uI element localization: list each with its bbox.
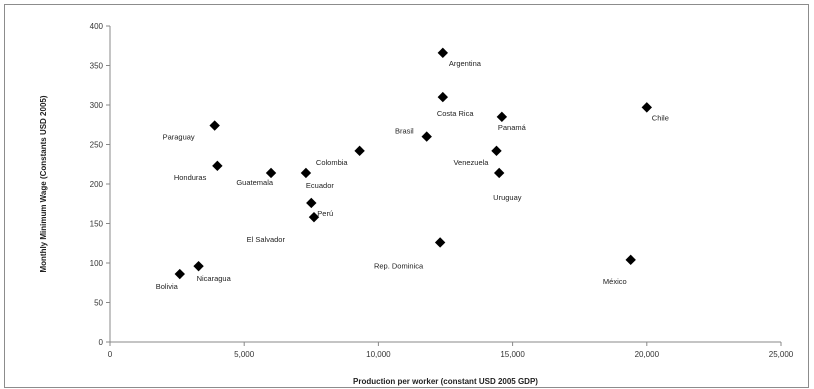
x-axis-label: Production per worker (constant USD 2005… xyxy=(353,377,538,386)
data-point-label: Perú xyxy=(317,209,333,218)
data-point-label: Brasil xyxy=(395,127,414,136)
x-tick-label: 20,000 xyxy=(635,350,660,359)
data-point-marker xyxy=(491,145,502,157)
y-tick-label: 200 xyxy=(90,180,104,189)
data-point-marker xyxy=(193,260,204,272)
data-point-marker xyxy=(434,237,446,248)
data-point-marker xyxy=(300,167,312,179)
data-point-marker xyxy=(641,102,652,113)
y-tick-label: 250 xyxy=(90,141,104,150)
x-tick-label: 10,000 xyxy=(366,350,391,359)
x-tick-label: 25,000 xyxy=(769,350,794,359)
data-point-label: Uruguay xyxy=(493,193,522,202)
data-point-label: México xyxy=(603,277,627,286)
y-tick-label: 50 xyxy=(94,299,103,308)
data-point-marker xyxy=(493,167,505,179)
data-point-label: Venezuela xyxy=(453,158,489,167)
axes: 0 50 100 150 200 250 300 350 400 0 5,000 10,000 15,0… xyxy=(90,22,794,359)
data-point-marker xyxy=(496,111,508,123)
data-point-label: Panamá xyxy=(498,123,527,132)
data-point-label: Paraguay xyxy=(163,133,195,142)
data-point-label: Guatemala xyxy=(236,178,274,187)
data-point-marker xyxy=(174,268,185,280)
x-tick-label: 5,000 xyxy=(234,350,255,359)
data-point-marker xyxy=(625,254,636,266)
data-point-label: El Salvador xyxy=(247,235,286,244)
data-point-marker xyxy=(209,120,220,131)
data-point-label: Honduras xyxy=(174,173,207,182)
data-point-marker xyxy=(212,160,223,172)
data-point-marker xyxy=(437,47,449,59)
y-tick-label: 300 xyxy=(90,101,104,110)
data-point-marker xyxy=(354,145,365,157)
y-tick-label: 0 xyxy=(99,338,104,347)
data-point-marker xyxy=(308,211,320,223)
data-point-label: Ecuador xyxy=(306,181,334,190)
y-tick-label: 400 xyxy=(90,22,104,31)
x-tick-label: 15,000 xyxy=(500,350,525,359)
data-point-marker xyxy=(265,167,277,179)
data-point-label: Bolivia xyxy=(156,282,179,291)
chart-frame xyxy=(4,4,809,388)
data-point-label: Chile xyxy=(652,113,669,122)
data-point-label: Costa Rica xyxy=(437,109,475,118)
data-point-marker xyxy=(306,197,317,209)
data-point-label: Rep. Dominica xyxy=(374,261,424,270)
data-point-label: Nicaragua xyxy=(197,274,232,283)
data-point-label: Colombia xyxy=(316,158,349,167)
y-tick-label: 100 xyxy=(90,259,104,268)
x-tick-label: 0 xyxy=(108,350,113,359)
data-point-marker xyxy=(421,131,432,142)
data-point-label: Argentina xyxy=(449,59,482,68)
y-tick-label: 150 xyxy=(90,220,104,229)
y-tick-label: 350 xyxy=(90,62,104,71)
data-points: Argentina Costa Rica Chile Panamá Paraguay Br… xyxy=(156,47,669,291)
data-point-marker xyxy=(437,91,449,103)
y-axis-label: Monthly Minimum Wage (Constants USD 2005… xyxy=(39,95,48,272)
